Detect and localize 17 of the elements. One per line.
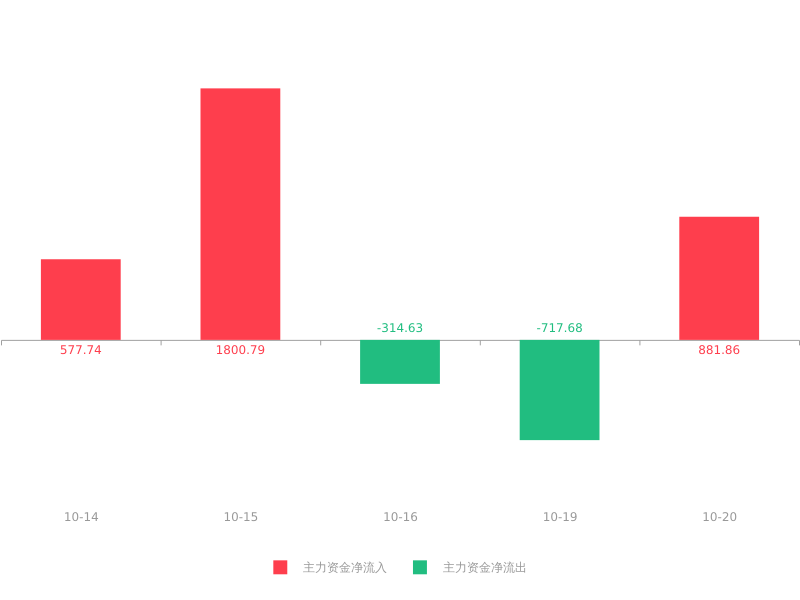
data-label: -314.63 xyxy=(376,320,424,335)
legend-label: 主力资金净流入 xyxy=(303,560,388,574)
x-tick-label: 10-19 xyxy=(542,510,578,524)
bar xyxy=(200,88,280,340)
legend-label: 主力资金净流出 xyxy=(442,560,527,574)
data-label: 881.86 xyxy=(698,342,740,357)
bar xyxy=(40,259,121,340)
bar xyxy=(360,340,440,384)
x-tick-label: 10-20 xyxy=(702,510,738,524)
x-tick-label: 10-14 xyxy=(64,510,99,524)
data-label: 577.74 xyxy=(60,342,102,357)
data-label: 1800.79 xyxy=(216,342,266,357)
bar xyxy=(520,340,600,440)
x-tick-label: 10-15 xyxy=(224,510,258,524)
data-label: -717.68 xyxy=(536,320,583,335)
x-tick-label: 10-16 xyxy=(383,510,418,524)
bar xyxy=(679,216,760,340)
